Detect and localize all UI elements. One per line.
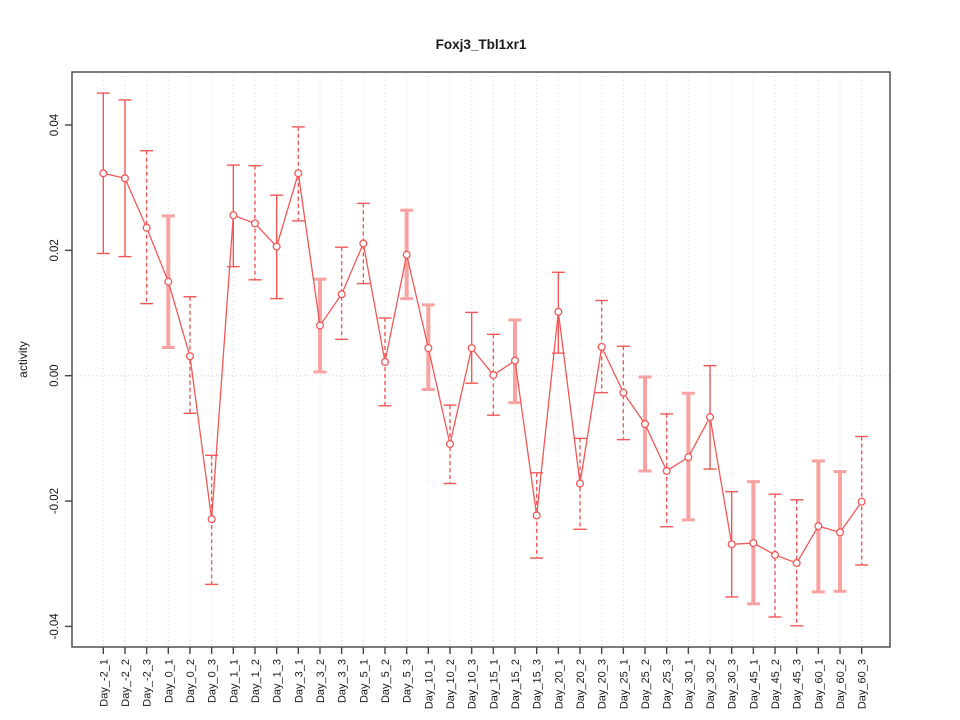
data-point-marker (337, 290, 346, 299)
x-tick-label: Day_30_3 (727, 659, 739, 709)
x-tick-label: Day_20_1 (553, 659, 565, 709)
x-tick-label: Day_25_1 (618, 659, 630, 709)
data-point-marker (185, 352, 195, 361)
data-point-marker (142, 223, 151, 232)
x-tick-label: Day_10_1 (423, 659, 435, 709)
series-line (103, 172, 863, 564)
y-tick-label: -0.04 (49, 613, 61, 640)
y-tick-label: -0.02 (49, 488, 61, 514)
data-point-marker (380, 357, 390, 366)
data-point-marker (597, 342, 606, 351)
data-point-marker (532, 511, 541, 520)
x-tick-label: Day_5_1 (358, 659, 370, 703)
x-tick-label: Day_45_2 (770, 659, 782, 709)
x-tick-label: Day_3_1 (293, 659, 305, 703)
x-tick-label: Day_5_3 (402, 659, 414, 703)
x-tick-label: Day_1_3 (272, 659, 284, 703)
x-tick-label: Day_10_3 (467, 659, 479, 709)
data-point-marker (229, 211, 238, 220)
data-point-marker (684, 453, 693, 462)
x-tick-label: Day_-2_1 (98, 659, 110, 707)
data-point-marker (207, 515, 216, 524)
data-point-marker (294, 169, 303, 178)
x-tick-label: Day_1_2 (250, 659, 262, 703)
data-point-marker (857, 497, 866, 506)
x-tick-label: Day_1_1 (228, 659, 240, 703)
data-point-marker (489, 371, 498, 380)
x-tick-label: Day_-2_2 (120, 659, 132, 707)
x-tick-label: Day_20_3 (597, 659, 609, 709)
x-tick-label: Day_3_2 (315, 659, 327, 703)
x-tick-label: Day_45_1 (748, 659, 760, 709)
x-tick-label: Day_15_3 (532, 659, 544, 709)
x-tick-label: Day_45_3 (792, 659, 804, 709)
data-point-marker (814, 522, 823, 531)
data-point-marker (749, 538, 758, 548)
chart-title: Foxj3_Tbl1xr1 (436, 37, 527, 52)
data-point-marker (575, 479, 585, 488)
data-point-marker (835, 528, 845, 537)
x-tick-label: Day_20_2 (575, 659, 587, 709)
data-point-marker (250, 219, 260, 228)
y-tick-label: 0.04 (49, 113, 61, 136)
y-tick-label: 0.00 (49, 365, 61, 387)
x-tick-label: Day_25_3 (662, 659, 674, 709)
x-tick-label: Day_25_2 (640, 659, 652, 709)
x-tick-label: Day_10_2 (445, 659, 457, 709)
plot-box (71, 71, 891, 648)
data-point-marker (467, 344, 476, 353)
data-point-marker (792, 559, 801, 568)
data-point-marker (315, 321, 325, 330)
y-axis-label: activity (16, 341, 30, 378)
x-tick-label: Day_15_2 (510, 659, 522, 709)
x-tick-label: Day_60_3 (857, 659, 869, 709)
data-point-marker (359, 239, 368, 248)
data-point-marker (705, 413, 715, 422)
data-point-marker (424, 344, 433, 353)
data-point-marker (554, 307, 563, 316)
data-point-marker (445, 439, 455, 449)
x-tick-label: Day_30_1 (683, 659, 695, 709)
data-point-marker (402, 250, 411, 259)
x-tick-label: Day_0_1 (163, 659, 175, 703)
x-tick-label: Day_3_3 (337, 659, 349, 703)
y-tick-label: 0.02 (49, 239, 61, 261)
data-point-marker (727, 540, 736, 549)
x-tick-label: Day_15_1 (488, 659, 500, 709)
data-point-marker (272, 242, 281, 251)
data-point-marker (164, 277, 173, 286)
x-tick-label: Day_60_1 (813, 659, 825, 709)
x-tick-label: Day_0_2 (185, 659, 197, 703)
x-tick-label: Day_5_2 (380, 659, 392, 703)
data-point-marker (640, 419, 650, 429)
x-tick-label: Day_0_3 (207, 659, 219, 703)
data-point-marker (510, 356, 520, 365)
data-point-marker (770, 550, 780, 560)
x-tick-label: Day_30_2 (705, 659, 717, 709)
data-point-marker (120, 174, 130, 183)
data-point-marker (662, 466, 671, 476)
data-point-marker (619, 388, 628, 397)
data-point-marker (99, 169, 108, 178)
x-tick-label: Day_60_2 (835, 659, 847, 709)
x-tick-label: Day_-2_3 (142, 659, 154, 707)
